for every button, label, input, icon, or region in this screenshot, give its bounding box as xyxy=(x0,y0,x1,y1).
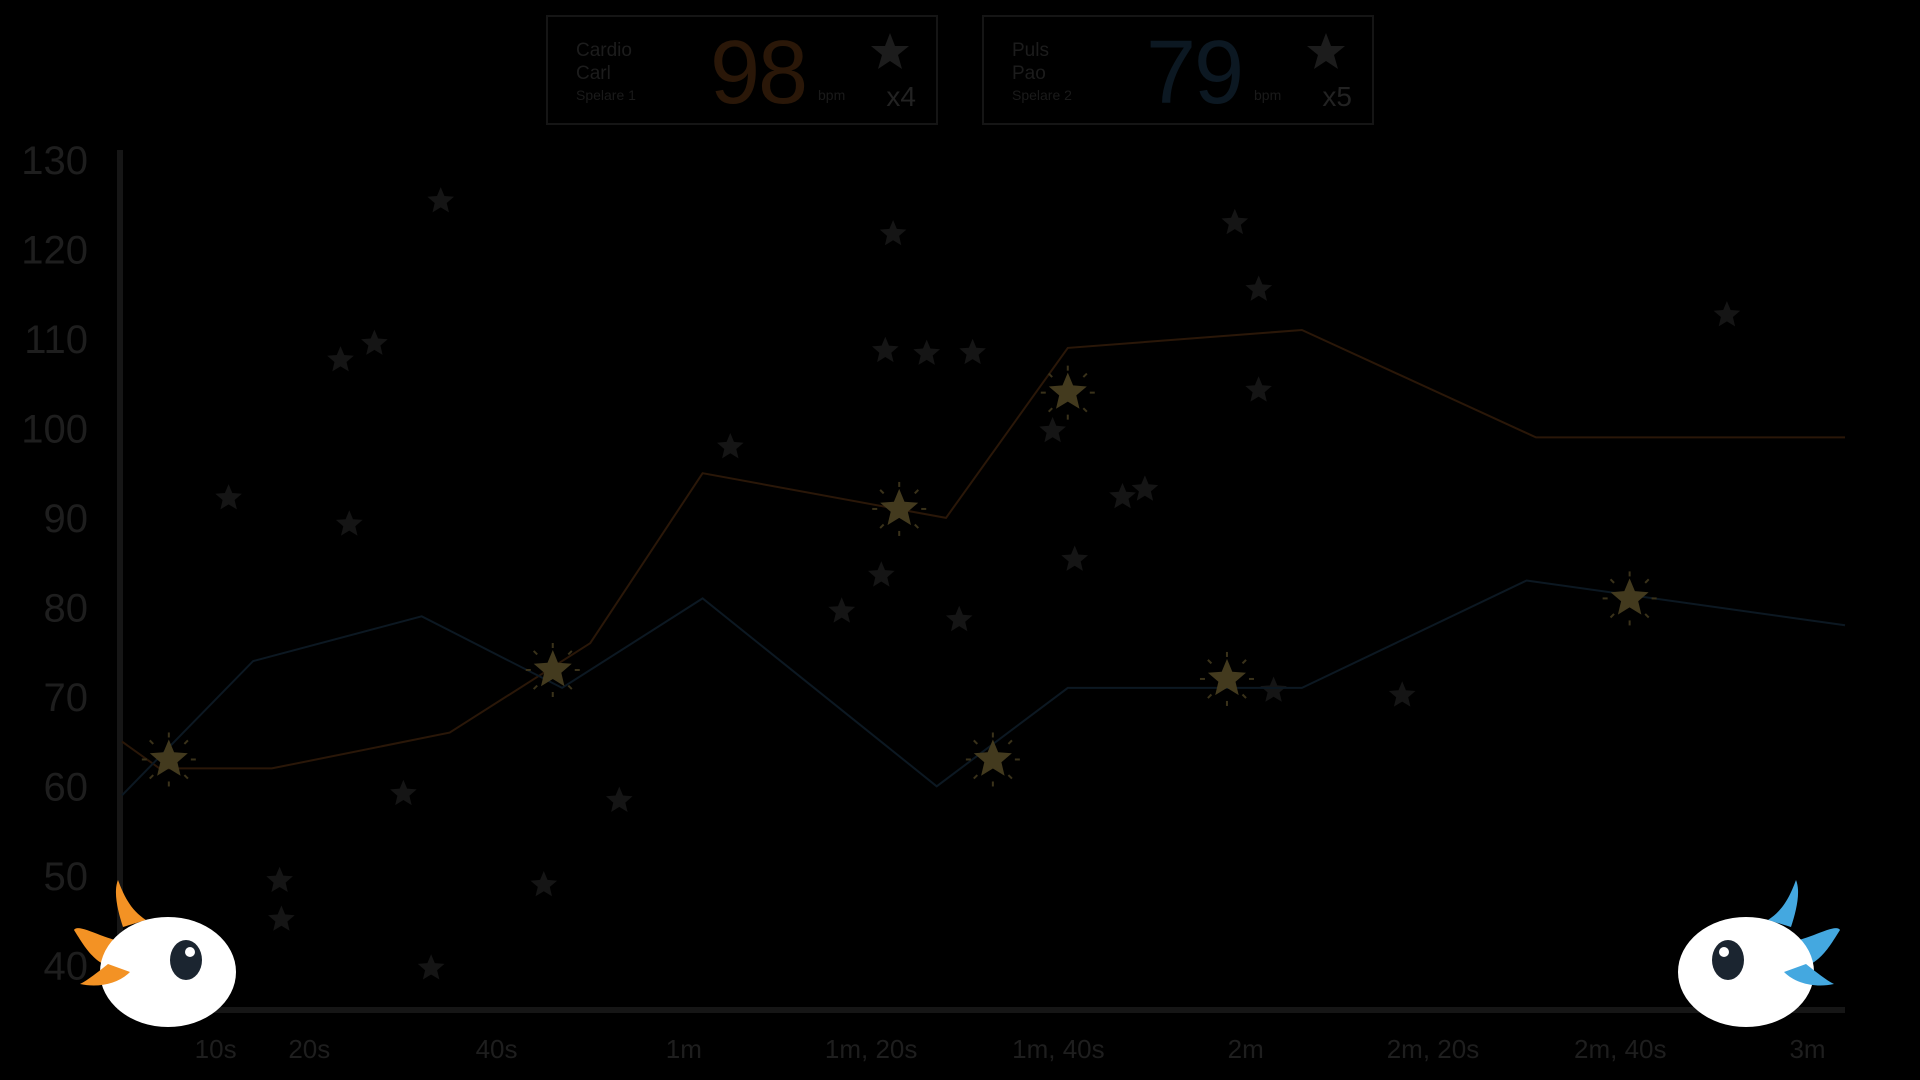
bg-star-icon xyxy=(879,220,907,246)
x-tick-label: 1m, 40s xyxy=(1012,1034,1105,1064)
series-line-2 xyxy=(121,579,1846,796)
star-icon xyxy=(1307,33,1345,69)
x-tick-label: 2m xyxy=(1228,1034,1264,1064)
x-tick-label: 10s xyxy=(195,1034,237,1064)
player-1-role: Spelare 1 xyxy=(576,87,636,103)
player-1-bpm-unit: bpm xyxy=(818,87,846,103)
bg-star-icon xyxy=(335,510,363,536)
player-2-role: Spelare 2 xyxy=(1012,87,1072,103)
x-tick-label: 40s xyxy=(476,1034,518,1064)
bg-star-icon xyxy=(1245,376,1272,402)
star-marker-icon xyxy=(1040,365,1095,420)
y-tick-label: 70 xyxy=(44,676,89,720)
player-1-card: Cardio Carl Spelare 1 98 bpm x4 xyxy=(546,15,938,125)
bg-star-icon xyxy=(417,954,445,980)
y-tick-label: 110 xyxy=(24,318,88,362)
player-1-mascot xyxy=(74,880,236,1027)
chart-series xyxy=(121,328,1846,796)
bg-star-icon xyxy=(530,871,558,897)
bg-star-icon xyxy=(215,484,242,510)
y-tick-label: 120 xyxy=(21,228,88,272)
chart-markers xyxy=(141,365,1657,787)
player-2-card: Puls Pao Spelare 2 79 bpm x5 xyxy=(982,15,1374,125)
bg-star-icon xyxy=(1039,416,1066,443)
bg-star-icon xyxy=(959,338,986,365)
player-1-star-count: x4 xyxy=(886,81,916,112)
bg-star-icon xyxy=(327,346,354,372)
background-stars xyxy=(215,187,1741,980)
x-tick-label: 3m xyxy=(1789,1034,1825,1064)
bg-star-icon xyxy=(361,329,388,355)
player-2-mascot xyxy=(1678,880,1840,1027)
player-2-star-count: x5 xyxy=(1322,81,1352,112)
bg-star-icon xyxy=(268,905,295,931)
player-1-name: Cardio Carl xyxy=(576,40,632,84)
bg-star-icon xyxy=(945,605,973,632)
bg-star-icon xyxy=(266,866,293,892)
x-tick-label: 2m, 40s xyxy=(1574,1034,1667,1064)
x-tick-label: 1m, 20s xyxy=(825,1034,918,1064)
y-axis-labels: 130 120 110 100 90 80 70 60 50 40 xyxy=(21,139,88,988)
bg-star-icon xyxy=(1388,681,1416,707)
bg-star-icon xyxy=(872,336,899,363)
y-tick-label: 40 xyxy=(44,944,89,988)
player-1-bpm: 98 xyxy=(710,23,808,123)
bg-star-icon xyxy=(1109,482,1136,509)
bg-star-icon xyxy=(606,786,633,812)
bg-star-icon xyxy=(1245,275,1273,301)
y-tick-label: 50 xyxy=(44,855,89,899)
star-marker-icon xyxy=(872,481,927,536)
bg-star-icon xyxy=(1131,475,1159,501)
star-marker-icon xyxy=(1602,571,1657,626)
bg-star-icon xyxy=(828,597,856,623)
star-marker-icon xyxy=(141,732,196,787)
x-tick-label: 1m xyxy=(666,1034,702,1064)
star-marker-icon xyxy=(525,643,580,697)
x-tick-label: 2m, 20s xyxy=(1387,1034,1480,1064)
x-axis-labels: 10s 20s 40s 1m 1m, 20s 1m, 40s 2m 2m, 20s 2m, 40… xyxy=(195,1034,1826,1064)
bg-star-icon xyxy=(868,561,895,587)
y-tick-label: 60 xyxy=(44,765,89,809)
star-icon xyxy=(871,33,909,69)
bg-star-icon xyxy=(390,779,417,806)
bg-star-icon xyxy=(1221,208,1249,235)
player-2-name: Puls Pao xyxy=(1012,40,1049,84)
y-tick-label: 100 xyxy=(21,407,88,451)
y-tick-label: 130 xyxy=(21,139,88,183)
chart-axes xyxy=(117,150,1845,1013)
bg-star-icon xyxy=(913,339,940,365)
star-marker-icon xyxy=(1199,651,1254,706)
bg-star-icon xyxy=(717,433,744,459)
bg-star-icon xyxy=(427,187,454,213)
bg-star-icon xyxy=(1061,545,1088,571)
series-line-1 xyxy=(121,328,1845,770)
bg-star-icon xyxy=(1260,676,1287,702)
y-tick-label: 80 xyxy=(44,586,89,630)
star-marker-icon xyxy=(965,732,1020,787)
x-tick-label: 20s xyxy=(288,1034,330,1064)
player-2-bpm: 79 xyxy=(1146,23,1244,123)
bg-star-icon xyxy=(1713,301,1741,327)
y-tick-label: 90 xyxy=(44,497,89,541)
player-2-bpm-unit: bpm xyxy=(1254,87,1282,103)
